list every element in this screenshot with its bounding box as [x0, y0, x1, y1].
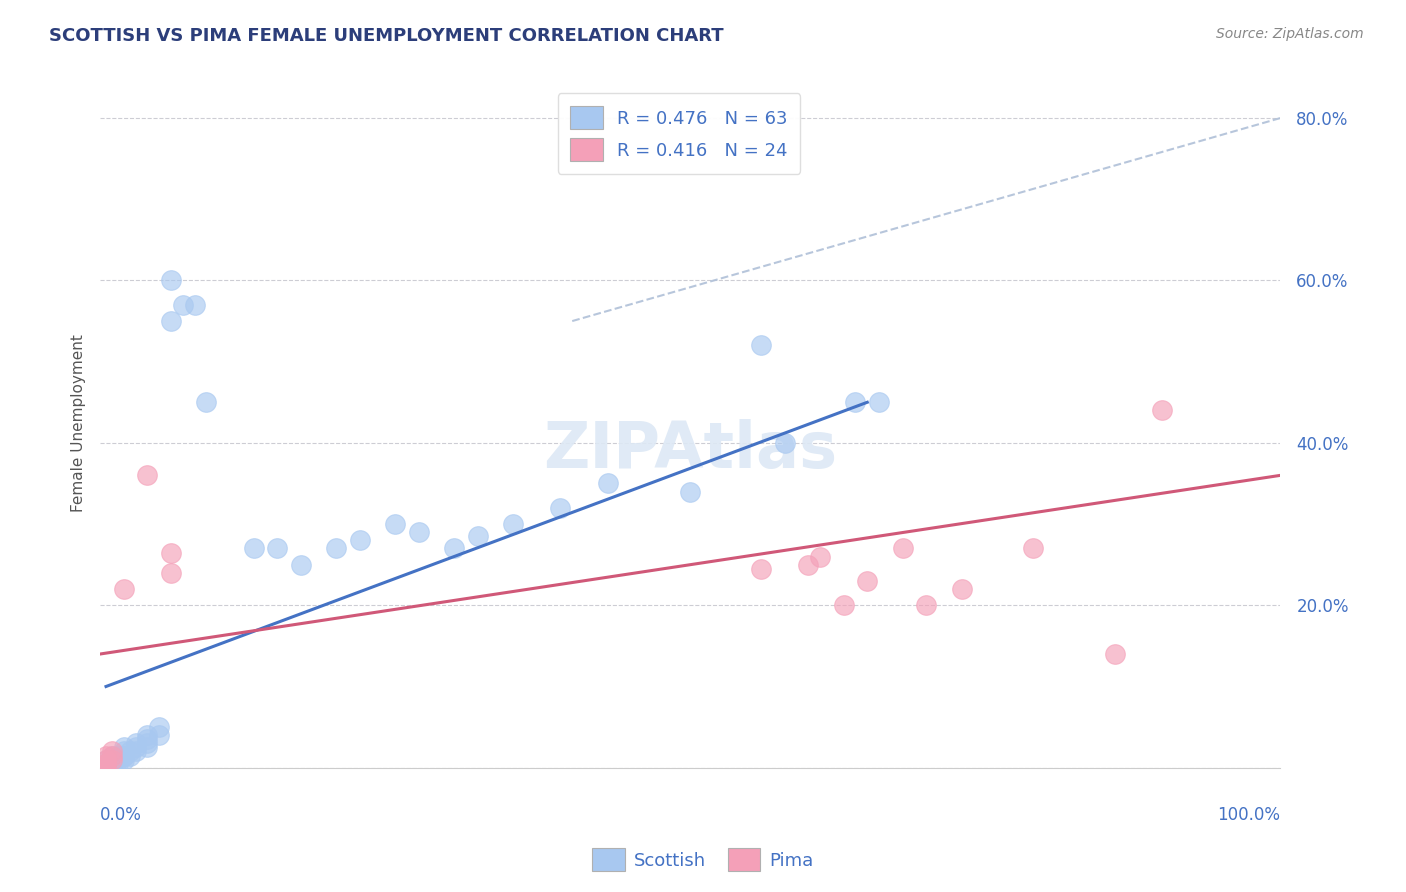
Point: [98, 756, 121, 771]
Point: [136, 468, 159, 483]
Point: [112, 748, 135, 763]
Point: [94, 756, 117, 771]
Text: Source: ZipAtlas.com: Source: ZipAtlas.com: [1216, 27, 1364, 41]
Point: [112, 744, 135, 758]
Point: [124, 736, 146, 750]
Point: [94, 756, 117, 771]
Point: [160, 273, 183, 287]
Point: [94, 756, 117, 771]
Point: [797, 558, 820, 572]
Point: [266, 541, 288, 556]
Point: [1152, 403, 1174, 417]
Point: [502, 517, 524, 532]
Point: [195, 395, 218, 409]
Point: [148, 720, 170, 734]
Point: [101, 748, 124, 763]
Point: [94, 748, 117, 763]
Point: [94, 756, 117, 771]
Point: [112, 740, 135, 755]
Point: [94, 756, 117, 771]
Text: 100.0%: 100.0%: [1218, 805, 1281, 823]
Point: [596, 476, 619, 491]
Point: [94, 756, 117, 771]
Point: [891, 541, 914, 556]
Point: [136, 740, 159, 755]
Point: [160, 566, 183, 580]
Point: [94, 753, 117, 767]
Text: 0.0%: 0.0%: [100, 805, 142, 823]
Point: [749, 562, 772, 576]
Legend: R = 0.476   N = 63, R = 0.416   N = 24: R = 0.476 N = 63, R = 0.416 N = 24: [558, 94, 800, 174]
Point: [101, 753, 124, 767]
Point: [808, 549, 831, 564]
Point: [868, 395, 890, 409]
Point: [107, 756, 129, 771]
Point: [94, 753, 117, 767]
Point: [101, 756, 124, 771]
Point: [101, 756, 124, 771]
Point: [384, 517, 406, 532]
Point: [950, 582, 973, 596]
Text: ZIPAtlas: ZIPAtlas: [543, 419, 838, 481]
Point: [136, 728, 159, 742]
Point: [101, 748, 124, 763]
Point: [749, 338, 772, 352]
Point: [98, 756, 121, 771]
Legend: Scottish, Pima: Scottish, Pima: [585, 841, 821, 879]
Point: [832, 599, 855, 613]
Point: [349, 533, 371, 548]
Point: [856, 574, 879, 588]
Point: [679, 484, 702, 499]
Point: [101, 756, 124, 771]
Point: [160, 545, 183, 559]
Point: [101, 744, 124, 758]
Point: [112, 582, 135, 596]
Point: [773, 435, 796, 450]
Point: [94, 756, 117, 771]
Point: [325, 541, 347, 556]
Point: [550, 500, 572, 515]
Point: [98, 756, 121, 771]
Point: [94, 756, 117, 771]
Point: [136, 736, 159, 750]
Point: [136, 732, 159, 747]
Point: [107, 753, 129, 767]
Point: [408, 525, 430, 540]
Point: [94, 756, 117, 771]
Point: [101, 753, 124, 767]
Point: [443, 541, 465, 556]
Point: [844, 395, 866, 409]
Point: [183, 298, 205, 312]
Point: [124, 740, 146, 755]
Point: [94, 756, 117, 771]
Y-axis label: Female Unemployment: Female Unemployment: [72, 334, 86, 511]
Point: [124, 744, 146, 758]
Point: [94, 756, 117, 771]
Point: [101, 756, 124, 771]
Point: [112, 748, 135, 763]
Point: [98, 753, 121, 767]
Point: [118, 748, 141, 763]
Point: [107, 748, 129, 763]
Point: [467, 529, 489, 543]
Point: [112, 753, 135, 767]
Point: [118, 744, 141, 758]
Point: [160, 314, 183, 328]
Text: SCOTTISH VS PIMA FEMALE UNEMPLOYMENT CORRELATION CHART: SCOTTISH VS PIMA FEMALE UNEMPLOYMENT COR…: [49, 27, 724, 45]
Point: [290, 558, 312, 572]
Point: [101, 756, 124, 771]
Point: [1104, 647, 1126, 661]
Point: [94, 756, 117, 771]
Point: [1021, 541, 1043, 556]
Point: [242, 541, 264, 556]
Point: [172, 298, 194, 312]
Point: [148, 728, 170, 742]
Point: [94, 756, 117, 771]
Point: [98, 756, 121, 771]
Point: [915, 599, 938, 613]
